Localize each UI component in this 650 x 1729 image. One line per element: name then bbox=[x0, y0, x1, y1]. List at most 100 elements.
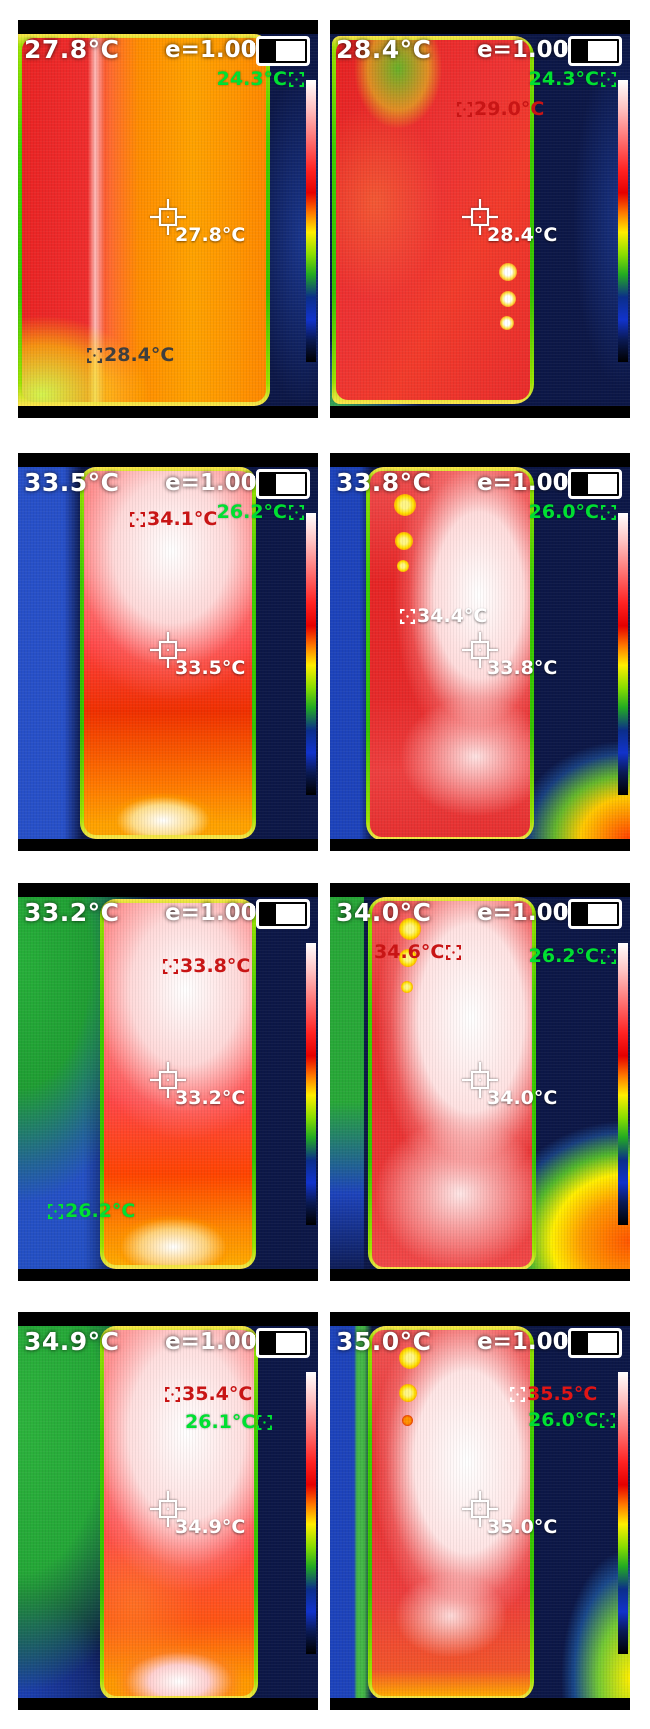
min-temp-marker: 24.3°C bbox=[529, 68, 616, 90]
center-crosshair-icon bbox=[148, 1489, 188, 1529]
spot-bracket-icon bbox=[165, 1386, 180, 1402]
temperature-scale-bar bbox=[618, 943, 628, 1225]
top-black-bar bbox=[18, 20, 318, 34]
center-spot-temperature: 33.2°C bbox=[175, 1087, 246, 1109]
thermal-image-3: 33.5°C e=1.00 26.2°C 34.1°C 33.5°C bbox=[18, 453, 318, 851]
thermal-image-5: 33.2°C e=1.00 26.2°C 33.8°C 33.2°C bbox=[18, 883, 318, 1281]
min-temp-marker: 26.2°C bbox=[529, 945, 616, 967]
camera-hotspot-dot bbox=[399, 918, 421, 940]
camera-hotspot-dot bbox=[500, 316, 514, 330]
top-black-bar bbox=[330, 453, 630, 467]
spot-temp-marker: 28.4°C bbox=[87, 344, 174, 366]
scene-max-temperature: 35.0°C bbox=[336, 1327, 432, 1356]
min-temp-marker: 26.2°C bbox=[48, 1200, 135, 1222]
thermal-noise-texture bbox=[18, 883, 318, 1281]
min-temp-value: 26.1°C bbox=[185, 1411, 256, 1433]
center-crosshair-icon bbox=[460, 197, 500, 237]
center-spot-temperature: 34.0°C bbox=[487, 1087, 558, 1109]
thermal-noise-texture bbox=[330, 883, 630, 1281]
emissivity-value: e=1.00 bbox=[165, 1329, 257, 1355]
min-temp-value: 26.0°C bbox=[528, 501, 599, 523]
battery-icon bbox=[250, 469, 310, 499]
top-black-bar bbox=[18, 1312, 318, 1326]
emissivity-value: e=1.00 bbox=[477, 900, 569, 926]
max-temp-marker: 34.1°C bbox=[130, 508, 217, 530]
battery-icon bbox=[250, 36, 310, 66]
max-temp-value: 33.8°C bbox=[180, 955, 251, 977]
thermal-noise-texture bbox=[18, 453, 318, 851]
camera-hotspot-dot bbox=[499, 263, 517, 281]
battery-icon bbox=[562, 36, 622, 66]
phone-thermal-silhouette bbox=[366, 467, 534, 841]
camera-hotspot-dot bbox=[399, 949, 417, 967]
min-temp-value: 24.3°C bbox=[528, 68, 599, 90]
center-crosshair-icon bbox=[148, 630, 188, 670]
camera-hotspot-dot bbox=[397, 560, 409, 572]
bottom-black-bar bbox=[330, 1269, 630, 1281]
bottom-black-bar bbox=[18, 406, 318, 418]
scene-max-temperature: 28.4°C bbox=[336, 35, 432, 64]
spot-bracket-icon bbox=[601, 71, 616, 87]
thermal-image-1: 27.8°C e=1.00 24.3°C 28.4°C 27.8°C bbox=[18, 20, 318, 418]
thermal-noise-texture bbox=[330, 453, 630, 851]
center-crosshair-icon bbox=[460, 1489, 500, 1529]
battery-icon bbox=[250, 899, 310, 929]
min-temp-marker: 26.2°C bbox=[217, 501, 304, 523]
center-crosshair-icon bbox=[148, 1060, 188, 1100]
min-temp-marker: 26.1°C bbox=[185, 1411, 273, 1433]
spot-temp-value: 34.4°C bbox=[417, 605, 488, 627]
temperature-scale-bar bbox=[306, 943, 316, 1225]
spot-bracket-icon bbox=[457, 101, 472, 117]
max-temp-value: 35.4°C bbox=[182, 1383, 253, 1405]
max-temp-marker: 35.4°C bbox=[165, 1383, 252, 1405]
thermal-image-8: 35.0°C e=1.00 35.5°C 26.0°C 35.0°C bbox=[330, 1312, 630, 1710]
spot-bracket-icon bbox=[48, 1203, 63, 1219]
spot-bracket-icon bbox=[87, 347, 102, 363]
min-temp-value: 24.3°C bbox=[216, 68, 287, 90]
thermal-image-2: 28.4°C e=1.00 24.3°C 29.0°C 28.4°C bbox=[330, 20, 630, 418]
bottom-black-bar bbox=[18, 1698, 318, 1710]
center-spot-temperature: 28.4°C bbox=[487, 224, 558, 246]
temperature-scale-bar bbox=[306, 1372, 316, 1654]
max-temp-value: 35.5°C bbox=[527, 1383, 598, 1405]
max-temp-value: 34.1°C bbox=[147, 508, 218, 530]
battery-icon bbox=[562, 469, 622, 499]
max-temp-marker: 35.5°C bbox=[510, 1383, 597, 1405]
temperature-scale-bar bbox=[618, 1372, 628, 1654]
temperature-scale-bar bbox=[618, 80, 628, 362]
thermal-noise-texture bbox=[330, 20, 630, 418]
spot-bracket-icon bbox=[510, 1386, 525, 1402]
phone-thermal-silhouette bbox=[332, 36, 534, 404]
battery-icon bbox=[562, 1328, 622, 1358]
spot-temp-value: 28.4°C bbox=[104, 344, 175, 366]
spot-temp-marker: 34.4°C bbox=[400, 605, 487, 627]
thermal-noise-texture bbox=[330, 1312, 630, 1710]
min-temp-value: 26.2°C bbox=[65, 1200, 136, 1222]
bottom-black-bar bbox=[330, 839, 630, 851]
min-temp-value: 26.2°C bbox=[216, 501, 287, 523]
camera-hotspot-dot bbox=[399, 1384, 417, 1402]
spot-bracket-icon bbox=[289, 504, 304, 520]
scene-max-temperature: 33.8°C bbox=[336, 468, 432, 497]
min-temp-marker: 26.0°C bbox=[528, 1409, 616, 1431]
top-black-bar bbox=[18, 453, 318, 467]
min-temp-value: 26.2°C bbox=[528, 945, 599, 967]
min-temp-marker: 24.3°C bbox=[217, 68, 304, 90]
emissivity-value: e=1.00 bbox=[477, 470, 569, 496]
scene-max-temperature: 34.0°C bbox=[336, 898, 432, 927]
emissivity-value: e=1.00 bbox=[477, 1329, 569, 1355]
max-temp-value: 29.0°C bbox=[474, 98, 545, 120]
emissivity-value: e=1.00 bbox=[165, 900, 257, 926]
top-black-bar bbox=[330, 1312, 630, 1326]
temperature-scale-bar bbox=[306, 80, 316, 362]
spot-bracket-icon bbox=[400, 608, 415, 624]
top-black-bar bbox=[330, 883, 630, 897]
scene-max-temperature: 33.2°C bbox=[24, 898, 120, 927]
bottom-black-bar bbox=[330, 1698, 630, 1710]
spot-bracket-icon bbox=[446, 944, 462, 960]
top-black-bar bbox=[330, 20, 630, 34]
phone-thermal-silhouette bbox=[80, 467, 256, 839]
temperature-scale-bar bbox=[306, 513, 316, 795]
spot-bracket-icon bbox=[601, 948, 616, 964]
phone-thermal-silhouette bbox=[100, 899, 256, 1269]
